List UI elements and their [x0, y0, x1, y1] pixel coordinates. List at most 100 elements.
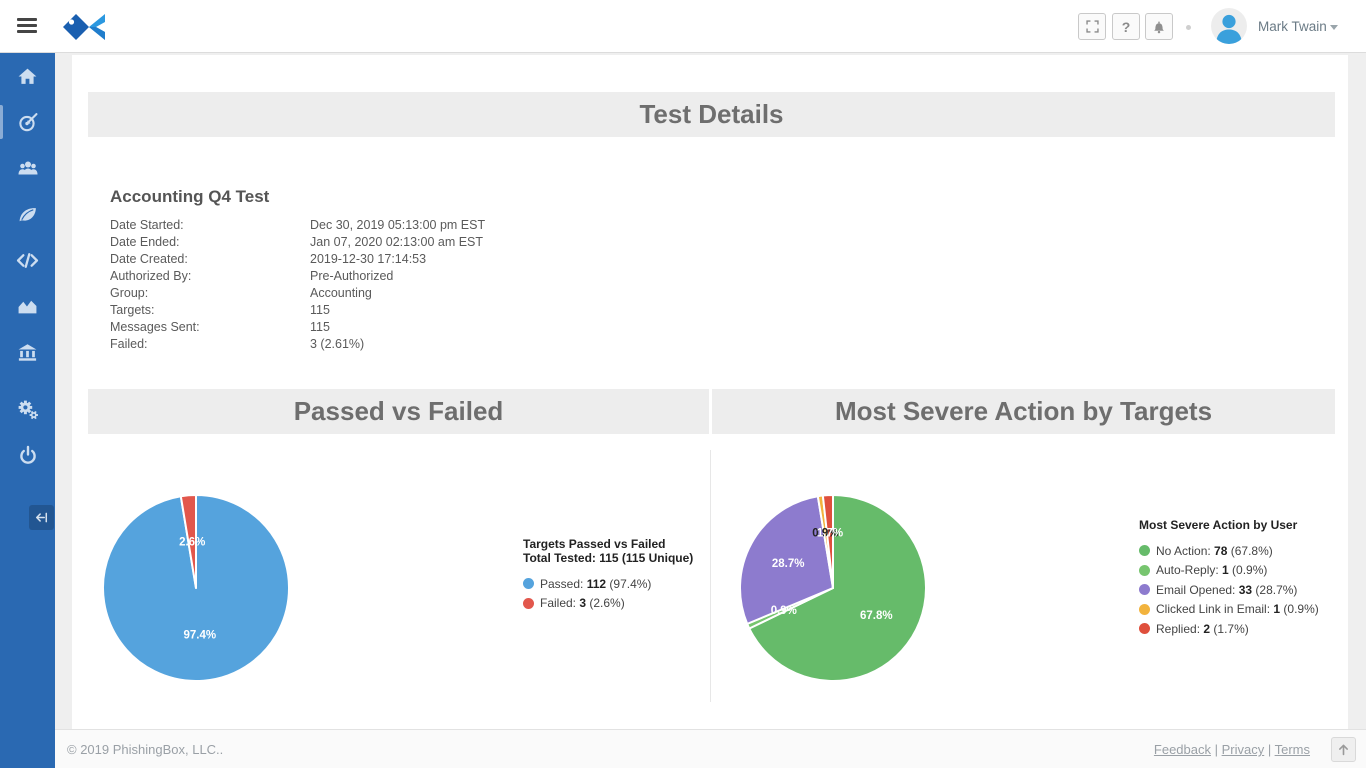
legend-item[interactable]: Failed: 3 (2.6%) — [523, 596, 693, 610]
test-details-list: Date Started: Dec 30, 2019 05:13:00 pm ES… — [110, 217, 485, 353]
detail-row: Group: Accounting — [110, 285, 485, 302]
detail-value: Dec 30, 2019 05:13:00 pm EST — [310, 218, 486, 232]
detail-label: Messages Sent: — [110, 320, 200, 334]
legend-item[interactable]: Passed: 112 (97.4%) — [523, 577, 693, 591]
detail-row: Date Ended: Jan 07, 2020 02:13:00 am EST — [110, 234, 485, 251]
status-dot — [1186, 25, 1191, 30]
legend-item-text: Failed: 3 (2.6%) — [540, 596, 625, 610]
phishingbox-fish-logo[interactable] — [60, 9, 108, 45]
legend-item-text: Replied: 2 (1.7%) — [1156, 621, 1249, 636]
scroll-top-button[interactable] — [1331, 737, 1356, 762]
sidebar — [0, 53, 55, 768]
legend-subtitle: Total Tested: 115 (115 Unique) — [523, 551, 694, 565]
detail-row: Authorized By: Pre-Authorized — [110, 268, 485, 285]
pie-label: 2.6% — [179, 537, 205, 549]
legend-item[interactable]: Auto-Reply: 1 (0.9%) — [1139, 563, 1319, 577]
content-card: Test Details Accounting Q4 Test Date Sta… — [72, 55, 1348, 729]
detail-row: Targets: 115 — [110, 302, 485, 319]
sidebar-item-targets[interactable] — [0, 145, 55, 191]
legend-dot — [523, 597, 534, 609]
detail-label: Date Ended: — [110, 235, 180, 249]
sidebar-collapse-button[interactable] — [29, 505, 54, 530]
pie-chart-most-severe-action[interactable]: 67.8% 0.9% 28.7% 0.9% 1.7% — [733, 488, 933, 688]
detail-label: Group: — [110, 286, 149, 300]
sidebar-item-templates[interactable] — [0, 191, 55, 237]
sidebar-item-logout[interactable] — [0, 432, 55, 478]
detail-value: 115 — [310, 303, 330, 317]
legend-most-severe-action: Most Severe Action by User No Action: 78… — [1139, 518, 1319, 636]
sidebar-item-phishing-simulator[interactable] — [0, 99, 55, 145]
avatar[interactable] — [1211, 8, 1247, 44]
bell-icon[interactable] — [1145, 13, 1173, 40]
legend-item-text: Auto-Reply: 1 (0.9%) — [1156, 563, 1268, 577]
legend-title: Targets Passed vs Failed — [523, 537, 666, 551]
home-icon — [18, 68, 37, 84]
detail-row: Date Started: Dec 30, 2019 05:13:00 pm ES… — [110, 217, 485, 234]
help-icon[interactable]: ? — [1112, 13, 1140, 40]
sidebar-item-settings[interactable] — [0, 386, 55, 432]
pie-label: 28.7% — [772, 558, 805, 570]
legend-dot — [1139, 564, 1150, 576]
legend-passed-vs-failed: Targets Passed vs Failed Total Tested: 1… — [523, 537, 693, 610]
pie-slice-replied[interactable] — [821, 493, 834, 589]
pie-slice-no-action[interactable] — [748, 494, 927, 682]
copyright-text: © 2019 PhishingBox, LLC.. — [67, 742, 224, 757]
leaf-icon — [19, 207, 36, 221]
legend-dot — [1139, 603, 1150, 615]
user-menu[interactable]: Mark Twain — [1258, 19, 1327, 34]
sidebar-item-home[interactable] — [0, 53, 55, 99]
pie-label: 0.9% — [771, 605, 797, 617]
detail-label: Failed: — [110, 337, 148, 351]
sidebar-item-reports[interactable] — [0, 283, 55, 329]
pie-slice-failed[interactable] — [179, 494, 197, 589]
detail-value: Accounting — [310, 286, 372, 300]
section-header-passed-vs-failed: Passed vs Failed — [88, 389, 709, 434]
power-icon — [19, 445, 36, 464]
pie-chart-passed-vs-failed[interactable]: 97.4% 2.6% — [96, 488, 296, 688]
chevron-down-icon — [1330, 25, 1338, 30]
fullscreen-icon[interactable] — [1078, 13, 1106, 40]
legend-dot — [1139, 623, 1150, 634]
pie-slice-email-opened[interactable] — [739, 495, 834, 625]
legend-item[interactable]: Clicked Link in Email: 1 (0.9%) — [1139, 602, 1319, 616]
detail-row: Messages Sent: 115 — [110, 319, 485, 336]
footer-links: Feedback | Privacy | Terms — [1153, 742, 1310, 757]
detail-row: Failed: 3 (2.61%) — [110, 336, 485, 353]
up-arrow-icon — [1339, 744, 1348, 756]
legend-dot — [1139, 584, 1150, 595]
target-icon — [19, 112, 38, 131]
panel-divider — [710, 450, 711, 702]
topbar: ? Mark Twain — [0, 0, 1366, 53]
footer-link-terms[interactable]: Terms — [1274, 742, 1310, 757]
section-header-most-severe-action: Most Severe Action by Targets — [712, 389, 1335, 434]
users-icon — [18, 161, 37, 175]
legend-dot — [1139, 545, 1150, 556]
detail-value: Jan 07, 2020 02:13:00 am EST — [310, 235, 484, 249]
footer-link-feedback[interactable]: Feedback — [1153, 742, 1211, 757]
chart-icon — [18, 300, 37, 313]
legend-item-text: Passed: 112 (97.4%) — [540, 576, 652, 591]
footer-link-privacy[interactable]: Privacy — [1221, 742, 1265, 757]
legend-item-text: Email Opened: 33 (28.7%) — [1156, 582, 1298, 597]
detail-label: Date Started: — [110, 218, 184, 232]
footer: © 2019 PhishingBox, LLC.. Feedback | Pri… — [55, 729, 1366, 768]
legend-item-text: No Action: 78 (67.8%) — [1156, 543, 1273, 558]
legend-item[interactable]: Replied: 2 (1.7%) — [1139, 622, 1319, 636]
detail-value: 3 (2.61%) — [310, 337, 365, 351]
pie-label: 67.8% — [860, 610, 893, 622]
detail-label: Targets: — [110, 303, 155, 317]
sidebar-item-account[interactable] — [0, 329, 55, 375]
legend-item[interactable]: Email Opened: 33 (28.7%) — [1139, 583, 1319, 597]
hamburger-menu-icon[interactable] — [17, 18, 37, 34]
legend-title: Most Severe Action by User — [1139, 518, 1298, 532]
pie-label: 97.4% — [183, 629, 216, 641]
collapse-left-arrow-icon — [35, 512, 48, 523]
detail-value: 2019-12-30 17:14:53 — [310, 252, 427, 266]
sidebar-item-editor[interactable] — [0, 237, 55, 283]
detail-label: Date Created: — [110, 252, 188, 266]
legend-item[interactable]: No Action: 78 (67.8%) — [1139, 544, 1319, 558]
test-name: Accounting Q4 Test — [110, 187, 270, 206]
page-title: Test Details — [88, 92, 1335, 137]
detail-value: 115 — [310, 320, 330, 334]
gear-icon — [18, 400, 38, 419]
